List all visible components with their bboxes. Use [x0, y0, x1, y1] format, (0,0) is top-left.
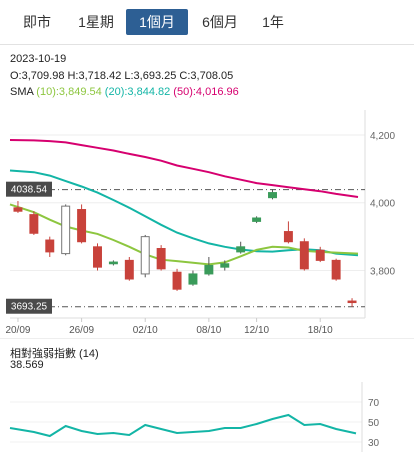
candle-body	[124, 259, 134, 280]
x-tick-label: 26/09	[69, 325, 94, 336]
y-tick-label: 3,800	[370, 267, 395, 278]
x-tick-label: 12/10	[244, 325, 269, 336]
ohlc-values: O:3,709.98 H:3,718.42 L:3,693.25 C:3,708…	[10, 70, 234, 82]
rsi-value: 38.569	[10, 359, 44, 371]
candle-body	[61, 205, 71, 255]
candle-body	[283, 231, 293, 243]
tabs-divider	[0, 44, 414, 45]
rsi-title: 相對強弱指數 (14)	[10, 348, 99, 360]
sma-legend: SMA (10):3,849.54 (20):3,844.82 (50):4,0…	[10, 86, 239, 98]
marker-label-box	[6, 181, 52, 197]
tab-1-week[interactable]: 1星期	[78, 14, 114, 30]
candle-body	[204, 264, 214, 275]
marker-label: 3693.25	[11, 302, 48, 313]
tab-intraday[interactable]: 即市	[23, 14, 51, 30]
sma50-legend: (50):4,016.96	[173, 86, 239, 98]
candle-body	[268, 192, 277, 199]
candle-body	[77, 209, 87, 243]
sma-line	[9, 203, 359, 266]
sma10-legend: (10):3,849.54	[36, 86, 102, 98]
period-tabs: 即市 1星期 1個月 6個月 1年	[0, 0, 414, 42]
sma-label: SMA	[10, 86, 34, 98]
candle-body	[172, 271, 182, 290]
marker-label-box	[6, 298, 52, 314]
panel-divider	[0, 338, 414, 339]
tab-6-months[interactable]: 6個月	[202, 14, 238, 30]
candle-body	[45, 239, 55, 253]
candle-body	[347, 300, 357, 304]
tab-1-year[interactable]: 1年	[262, 14, 284, 30]
candle-body	[156, 248, 166, 270]
candle-body	[299, 241, 309, 270]
price-chart[interactable]: 4,200 4,000 3,800 20/09 26/09 02/10 08/10 12/10…	[0, 0, 414, 345]
candle-body	[252, 217, 262, 222]
tab-1-month[interactable]: 1個月	[126, 9, 188, 35]
x-tick-label: 08/10	[196, 325, 221, 336]
candle-body	[13, 207, 23, 212]
date-label: 2023-10-19	[10, 53, 67, 65]
candle-body	[140, 236, 150, 275]
candle-body	[29, 214, 39, 234]
rsi-tick-label: 70	[368, 398, 380, 409]
candle-body	[188, 273, 198, 285]
rsi-tick-label: 30	[368, 438, 380, 449]
marker-label: 4038.54	[11, 185, 48, 196]
sma20-legend: (20):3,844.82	[104, 86, 171, 98]
candle-body	[93, 246, 102, 268]
candle-body	[236, 246, 246, 253]
candle-body	[220, 263, 230, 268]
candle-body	[315, 249, 325, 261]
rsi-line	[9, 413, 357, 438]
x-tick-label: 02/10	[133, 325, 158, 336]
candle-body	[331, 259, 341, 280]
rsi-tick-label: 50	[368, 418, 380, 429]
x-tick-label: 20/09	[5, 325, 30, 336]
y-tick-label: 4,200	[370, 131, 395, 142]
y-tick-label: 4,000	[370, 199, 395, 210]
sma-line	[9, 139, 359, 198]
candle-body	[108, 261, 118, 265]
x-tick-label: 18/10	[308, 325, 333, 336]
